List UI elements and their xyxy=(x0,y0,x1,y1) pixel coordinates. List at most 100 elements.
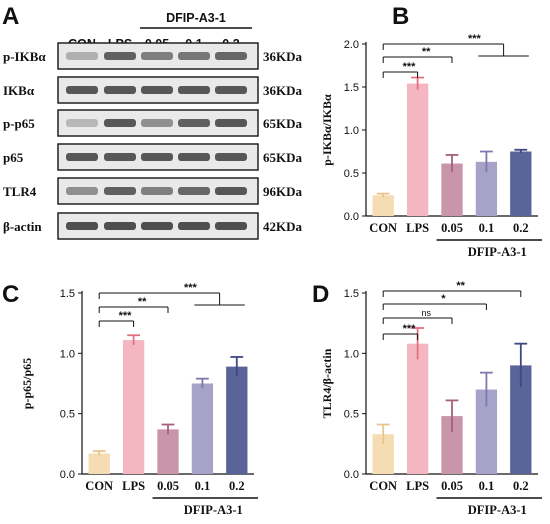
bar-0.1 xyxy=(191,383,214,474)
blot-band xyxy=(104,119,136,127)
significance-label: ** xyxy=(456,280,465,292)
group-label: DFIP-A3-1 xyxy=(468,503,527,517)
blot-band xyxy=(178,187,210,195)
blot-band xyxy=(104,187,136,195)
blot-protein-label: IKBα xyxy=(3,83,35,98)
group-label: DFIP-A3-1 xyxy=(184,503,243,517)
bar-0.05 xyxy=(441,163,463,216)
bar-CON xyxy=(88,453,110,474)
bar-0.1 xyxy=(475,161,498,216)
y-tick-label: 1.0 xyxy=(60,348,75,360)
blot-band xyxy=(104,52,136,60)
y-tick-label: 1.0 xyxy=(344,348,359,360)
y-tick-label: 2.0 xyxy=(344,39,359,51)
y-axis-label: p-IKBα/IKBα xyxy=(320,94,334,166)
group-label: DFIP-A3-1 xyxy=(468,245,527,259)
blot-band xyxy=(178,86,210,94)
bar-chart-b: 0.0 0.5 1.0 1.5 2.0 p-IKBα/IKBα CON LPS 0.05 0.1 0… xyxy=(320,33,542,259)
bar-0.2 xyxy=(510,151,532,216)
blot-band xyxy=(178,52,210,60)
blot-band xyxy=(66,222,98,230)
significance-label: ns xyxy=(421,308,431,318)
x-tick-label: LPS xyxy=(122,479,145,493)
x-tick-label: 0.1 xyxy=(479,221,495,235)
significance-label: ** xyxy=(422,46,431,58)
y-tick-label: 1.0 xyxy=(344,125,359,137)
blot-protein-label: p65 xyxy=(3,150,24,165)
y-axis-label: TLR4/β-actin xyxy=(320,348,334,418)
blot-band xyxy=(104,153,136,161)
x-tick-label: 0.2 xyxy=(229,479,245,493)
bar-chart-c: 0.0 0.5 1.0 1.5 p-p65/p65 CON LPS 0.05 0.1 0.2 DFI… xyxy=(20,282,258,517)
blot-band xyxy=(66,119,98,127)
blot-protein-label: β-actin xyxy=(3,219,42,234)
panel-letter-a: A xyxy=(2,3,19,30)
blot-size-label: 36KDa xyxy=(263,49,303,64)
significance-label: * xyxy=(441,293,446,305)
bar-CON xyxy=(372,434,394,474)
blot-size-label: 65KDa xyxy=(263,150,303,165)
y-tick-label: 1.5 xyxy=(344,82,359,94)
blot-band xyxy=(66,86,98,94)
bar-0.05 xyxy=(157,429,179,474)
blot-band xyxy=(178,119,210,127)
blot-size-label: 42KDa xyxy=(263,219,303,234)
bar-0.2 xyxy=(510,365,532,474)
y-axis-label: p-p65/p65 xyxy=(20,358,34,409)
blot-size-label: 96KDa xyxy=(263,184,303,199)
blot-protein-label: p-p65 xyxy=(3,116,35,131)
x-tick-label: 0.2 xyxy=(513,221,529,235)
x-tick-label: LPS xyxy=(406,221,429,235)
y-tick-label: 0.0 xyxy=(344,211,359,223)
blot-band xyxy=(215,153,247,161)
bar-LPS xyxy=(406,83,429,216)
x-tick-label: 0.05 xyxy=(441,479,463,493)
blot-band xyxy=(215,119,247,127)
significance-label: ** xyxy=(138,296,147,308)
blot-band xyxy=(66,52,98,60)
blot-band xyxy=(141,153,173,161)
bar-CON xyxy=(372,195,394,216)
blot-band xyxy=(66,187,98,195)
blot-band xyxy=(141,222,173,230)
blot-band xyxy=(178,222,210,230)
blot-band xyxy=(178,153,210,161)
blot-size-label: 65KDa xyxy=(263,116,303,131)
blot-band xyxy=(141,187,173,195)
blot-band xyxy=(141,86,173,94)
x-tick-label: 0.1 xyxy=(195,479,211,493)
y-tick-label: 0.5 xyxy=(60,409,75,421)
x-tick-label: 0.2 xyxy=(513,479,529,493)
x-tick-label: 0.05 xyxy=(157,479,179,493)
blot-band xyxy=(215,52,247,60)
x-tick-label: 0.1 xyxy=(479,479,495,493)
y-tick-label: 0.0 xyxy=(60,469,75,481)
bar-0.2 xyxy=(226,366,248,474)
x-tick-label: LPS xyxy=(406,479,429,493)
bar-0.05 xyxy=(441,416,463,474)
significance-label: *** xyxy=(403,61,417,73)
x-tick-label: CON xyxy=(369,479,397,493)
blot-protein-label: TLR4 xyxy=(3,184,37,199)
significance-label: *** xyxy=(403,323,417,335)
blot-band xyxy=(141,119,173,127)
x-tick-label: CON xyxy=(369,221,397,235)
blot-group-label: DFIP-A3-1 xyxy=(166,11,226,25)
y-tick-label: 1.5 xyxy=(344,288,359,300)
significance-label: *** xyxy=(468,33,482,45)
blot-band xyxy=(215,187,247,195)
bar-chart-d: 0.0 0.5 1.0 1.5 TLR4/β-actin CON LPS 0.05 0.1 0.2… xyxy=(320,280,542,517)
bar-LPS xyxy=(122,340,145,474)
blot-band xyxy=(141,52,173,60)
blot-band xyxy=(104,86,136,94)
significance-label: *** xyxy=(119,310,133,322)
y-tick-label: 0.5 xyxy=(344,168,359,180)
y-tick-label: 0.5 xyxy=(344,409,359,421)
blot-band xyxy=(66,153,98,161)
bar-0.1 xyxy=(475,389,498,474)
blot-size-label: 36KDa xyxy=(263,83,303,98)
bar-LPS xyxy=(406,343,429,474)
blot-band xyxy=(215,86,247,94)
x-tick-label: CON xyxy=(85,479,113,493)
